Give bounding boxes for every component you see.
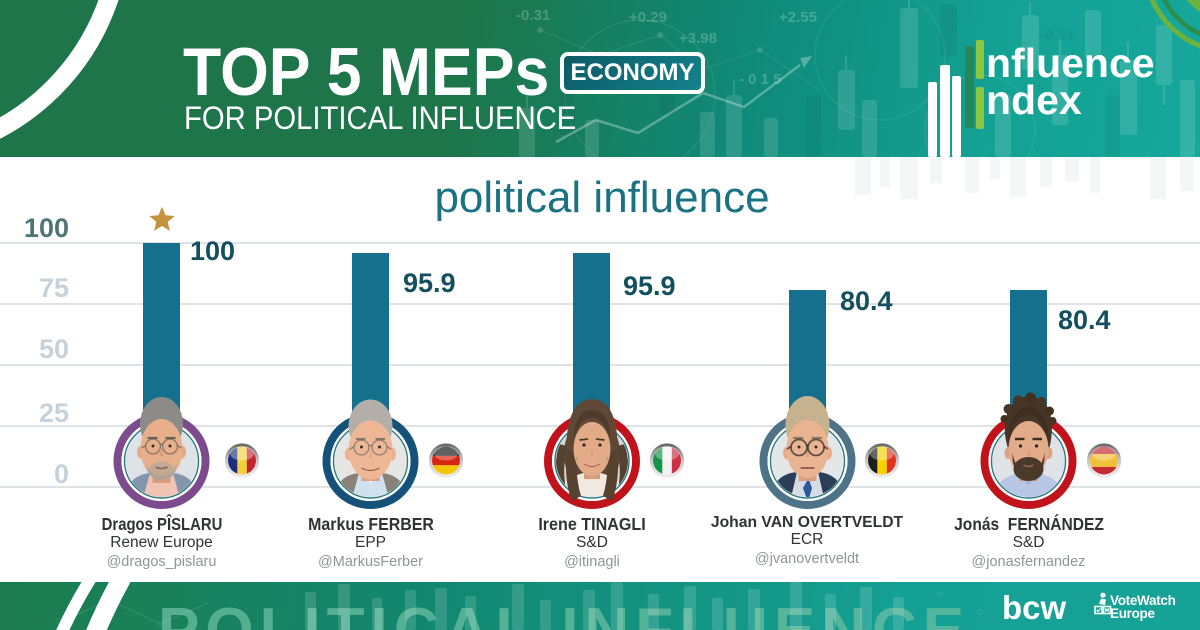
svg-text:-0.31: -0.31 [516,7,550,24]
svg-text:+3.98: +3.98 [679,30,717,47]
svg-text:-0.31: -0.31 [1040,27,1074,44]
svg-text:+2.55: +2.55 [779,9,817,26]
svg-text:+0.29: +0.29 [629,9,667,26]
svg-text:- 0 1 5: - 0 1 5 [739,71,782,88]
